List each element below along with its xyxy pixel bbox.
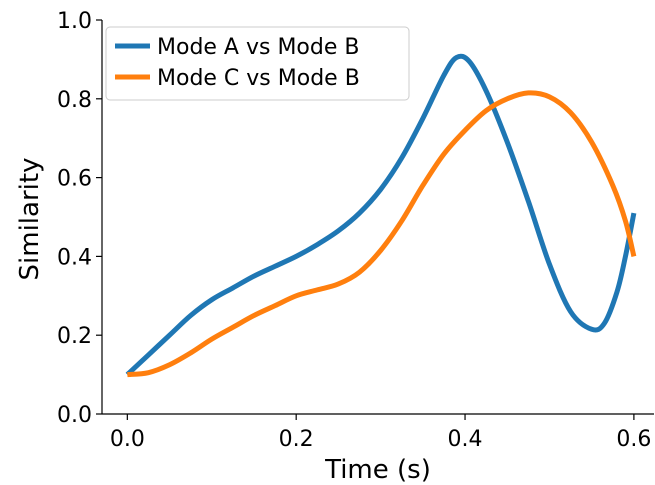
y-axis-title: Similarity — [15, 158, 45, 281]
y-axis-ticks: 0.0 0.2 0.4 0.6 0.8 1.0 — [57, 9, 102, 428]
series-line-mode-a — [125, 53, 637, 377]
y-tick-label: 0.2 — [57, 324, 92, 349]
y-tick-label: 0.0 — [57, 403, 92, 428]
plot-area: 0.0 0.2 0.4 0.6 0.8 1.0 0.0 0.2 0.4 0.6 — [57, 9, 654, 452]
legend: Mode A vs Mode B Mode C vs Mode B — [105, 26, 410, 101]
x-tick-label: 0.0 — [110, 427, 145, 452]
legend-box — [105, 26, 410, 101]
y-tick-label: 0.4 — [57, 245, 92, 270]
y-tick-label: 0.6 — [57, 167, 92, 192]
y-tick-label: 0.8 — [57, 88, 92, 113]
x-tick-label: 0.2 — [279, 427, 314, 452]
x-axis-title: Time (s) — [324, 455, 431, 485]
legend-label-mode-c: Mode C vs Mode B — [157, 66, 360, 91]
x-tick-label: 0.4 — [448, 427, 483, 452]
legend-label-mode-a: Mode A vs Mode B — [157, 35, 359, 60]
x-axis-ticks: 0.0 0.2 0.4 0.6 — [110, 414, 651, 452]
x-tick-label: 0.6 — [616, 427, 651, 452]
series-line-mode-c — [127, 90, 637, 378]
series-layer — [125, 53, 637, 378]
y-tick-label: 1.0 — [57, 9, 92, 34]
